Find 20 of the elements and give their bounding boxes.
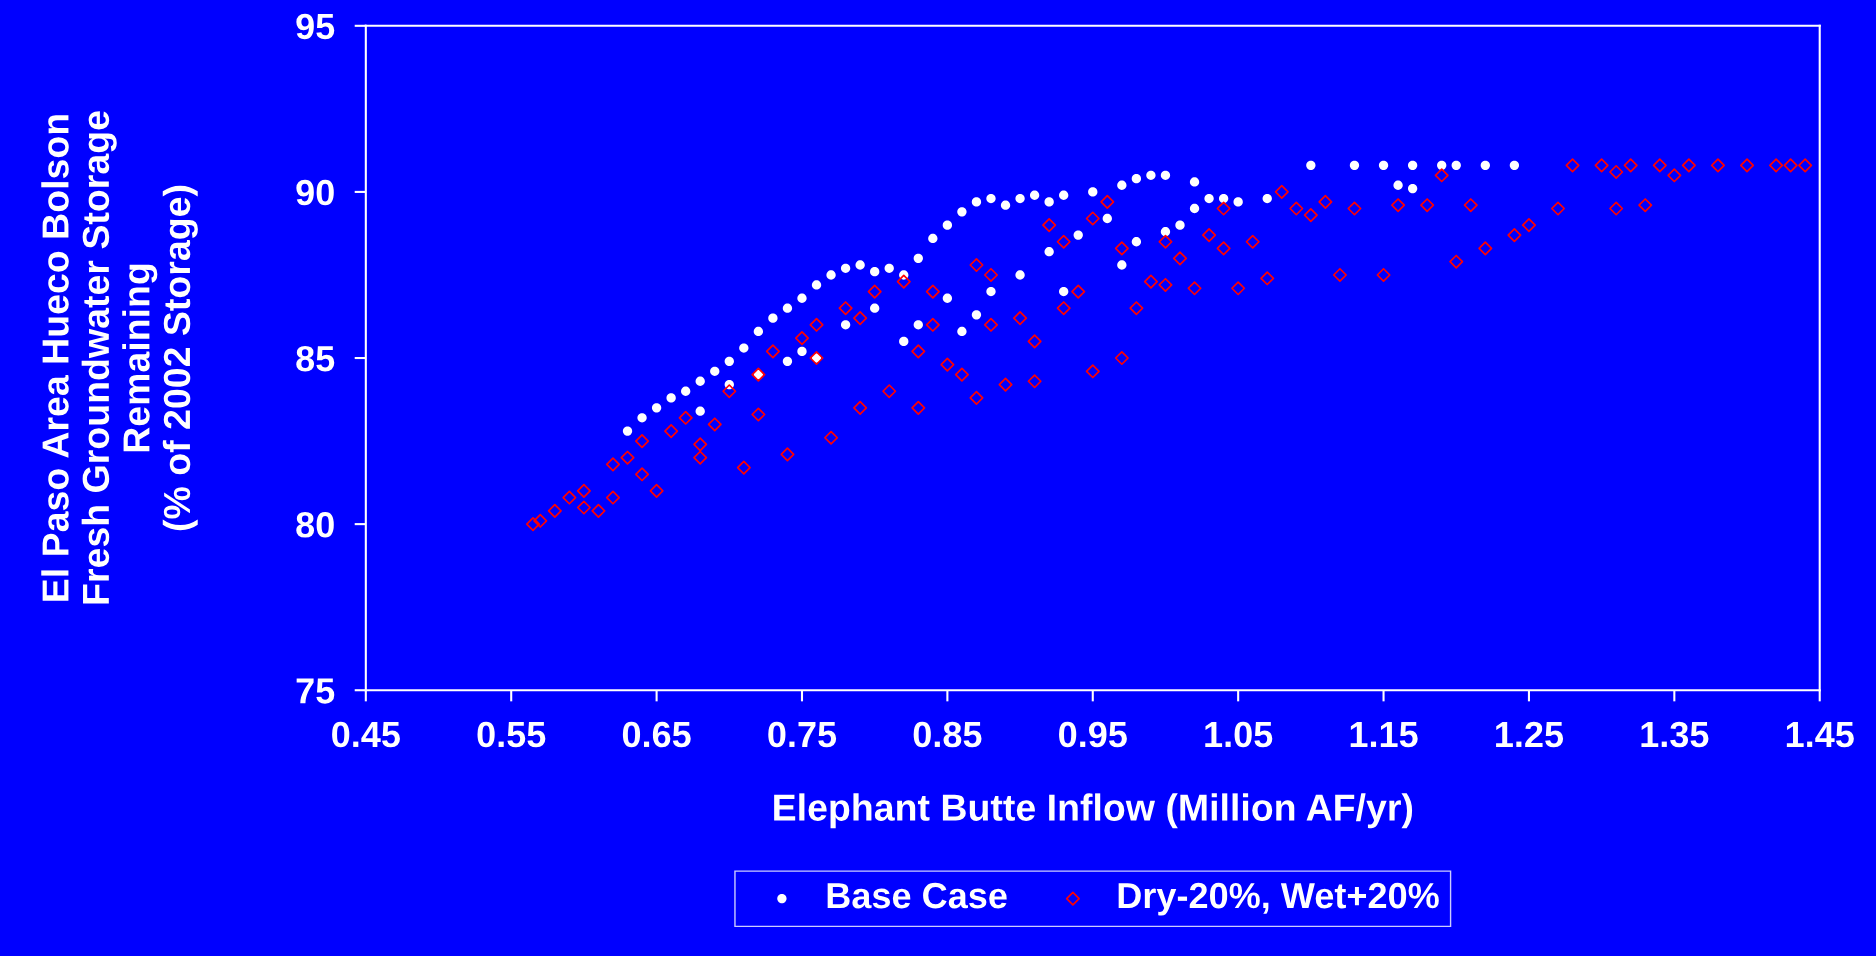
x-tick-label: 0.85 xyxy=(913,721,982,748)
y-tick-label: 75 xyxy=(296,678,335,704)
x-axis-title: Elephant Butte Inflow (Million AF/yr) xyxy=(774,793,1413,829)
legend-label: Dry-20%, Wet+20% xyxy=(1118,882,1439,916)
y-tick-label: 95 xyxy=(296,13,335,40)
legend-label: Base Case xyxy=(827,882,1007,909)
x-tick-label: 0.45 xyxy=(332,721,400,748)
x-tick-label: 0.75 xyxy=(768,721,837,748)
y-tick-label: 80 xyxy=(296,512,334,538)
x-tick-label: 0.65 xyxy=(622,721,691,748)
x-tick-label: 0.95 xyxy=(1059,721,1127,748)
x-tick-label: 1.45 xyxy=(1786,722,1854,748)
x-tick-label: 1.15 xyxy=(1350,722,1418,748)
x-tick-label: 1.05 xyxy=(1205,721,1273,748)
x-tick-label: 1.25 xyxy=(1496,721,1564,748)
y-axis-title: El Paso Area Hueco Bolson Fresh Groundwater Storage Remaining (% of 2002 Storage) xyxy=(41,111,198,604)
x-tick-label: 1.35 xyxy=(1641,721,1709,748)
y-tick-label: 85 xyxy=(296,345,335,372)
x-tick-label: 0.55 xyxy=(477,721,546,748)
y-tick-label: 90 xyxy=(296,179,334,206)
